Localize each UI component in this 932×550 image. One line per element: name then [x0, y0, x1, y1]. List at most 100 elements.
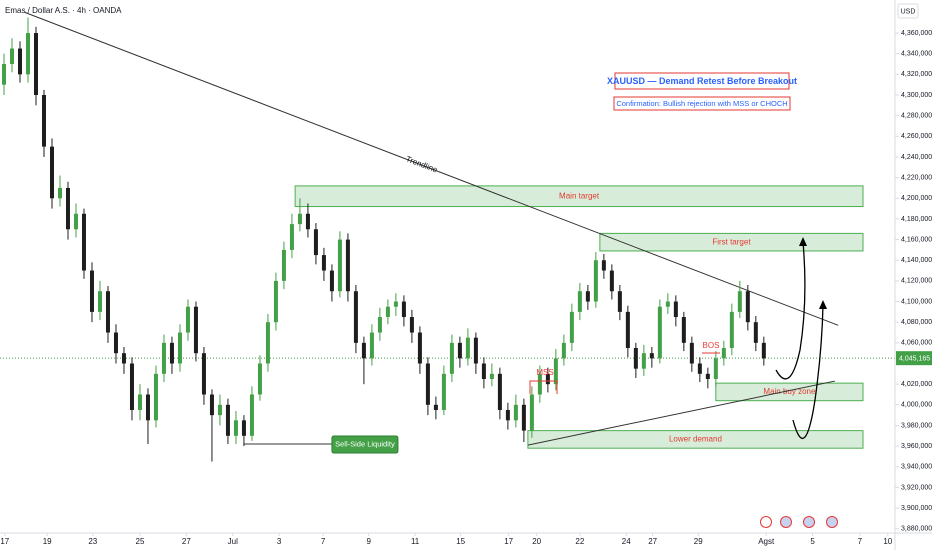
zone-label: Main target [559, 191, 600, 200]
subtitle-box [613, 96, 791, 111]
zone-label: First target [712, 237, 751, 246]
candle-body [273, 280, 278, 323]
y-tick-label: 4,340,000 [901, 51, 932, 58]
x-tick-label: 9 [366, 537, 371, 546]
candle-body [729, 311, 734, 349]
event-icon[interactable] [803, 516, 815, 528]
mss-label: MSS [536, 368, 553, 377]
y-tick-label: 4,200,000 [901, 195, 932, 202]
candle-body [537, 373, 542, 395]
zone [294, 185, 864, 208]
x-tick-label: 29 [694, 537, 703, 546]
candle-body [377, 317, 382, 333]
candle-body [297, 213, 302, 225]
x-tick-label: 11 [411, 537, 420, 546]
candle-body [665, 301, 670, 307]
candle-body [657, 306, 662, 359]
candle-body [705, 373, 710, 379]
zone [527, 430, 864, 449]
candle-body [649, 353, 654, 359]
candle-body [697, 363, 702, 374]
event-icon[interactable] [826, 516, 838, 528]
candle-body [201, 353, 206, 395]
last-price-box [896, 351, 932, 366]
candle-body [393, 301, 398, 307]
y-tick-label: 4,000,000 [901, 402, 932, 409]
zone-label: Main buy zone [763, 387, 816, 396]
candle-body [81, 213, 86, 271]
x-tick-label: 23 [88, 537, 97, 546]
y-tick-label: 4,240,000 [901, 154, 932, 161]
candle-body [25, 33, 30, 75]
title-box [614, 72, 790, 90]
x-tick-label: 7 [321, 537, 326, 546]
x-tick-label: 3 [277, 537, 282, 546]
candle-body [337, 239, 342, 292]
last-price-label: 4,045,165 [899, 356, 930, 363]
y-tick-label: 4,180,000 [901, 216, 932, 223]
x-tick-label: 19 [43, 537, 52, 546]
candle-body [625, 311, 630, 349]
liquidity-label: Sell-Side Liquidity [335, 440, 395, 449]
candle-body [489, 373, 494, 379]
candle-body [457, 342, 462, 359]
x-tick-label: 10 [883, 537, 892, 546]
candle-body [737, 291, 742, 312]
candle-body [217, 404, 222, 416]
candle-body [225, 404, 230, 436]
candle-body [17, 48, 22, 75]
candle-body [641, 353, 646, 369]
candle-body [569, 311, 574, 343]
candle-body [49, 146, 54, 199]
candle-body [153, 373, 158, 421]
candle-body [233, 420, 238, 436]
candle-body [177, 332, 182, 364]
candle-body [313, 229, 318, 256]
x-tick-label: 22 [575, 537, 584, 546]
y-tick-label: 4,220,000 [901, 174, 932, 181]
candle-body [289, 224, 294, 250]
candle-body [121, 353, 126, 364]
candle-body [33, 33, 38, 96]
y-tick-label: 3,960,000 [901, 443, 932, 450]
y-tick-label: 3,940,000 [901, 464, 932, 471]
candle-body [137, 394, 142, 410]
candle-body [369, 332, 374, 359]
candle-body [673, 301, 678, 318]
candle-body [505, 409, 510, 421]
y-tick-label: 4,020,000 [901, 381, 932, 388]
currency-box [897, 3, 919, 19]
x-tick-label: Agst [758, 537, 775, 546]
x-tick-label: 25 [136, 537, 145, 546]
candle-body [97, 291, 102, 312]
y-tick-label: 3,880,000 [901, 526, 932, 533]
y-tick-label: 4,260,000 [901, 133, 932, 140]
candle-body [185, 306, 190, 333]
candle-body [545, 373, 550, 385]
candle-body [617, 291, 622, 312]
event-icon[interactable] [780, 516, 792, 528]
candle-body [713, 358, 718, 379]
event-icon[interactable] [760, 516, 772, 528]
x-tick-label: 27 [648, 537, 657, 546]
candle-body [321, 255, 326, 271]
candle-body [745, 291, 750, 323]
candle-body [521, 404, 526, 431]
candle-body [553, 358, 558, 385]
candle-body [345, 239, 350, 292]
candle-body [465, 337, 470, 359]
candle-body [209, 394, 214, 416]
candle-body [529, 394, 534, 431]
candle-body [89, 270, 94, 312]
candle-body [633, 348, 638, 369]
y-tick-label: 4,140,000 [901, 257, 932, 264]
candle-body [681, 317, 686, 343]
x-tick-label: 24 [622, 537, 631, 546]
candle-body [433, 404, 438, 410]
candle-body [561, 342, 566, 359]
y-tick-label: 4,300,000 [901, 92, 932, 99]
candle-body [761, 342, 766, 359]
x-tick-label: 17 [504, 537, 513, 546]
